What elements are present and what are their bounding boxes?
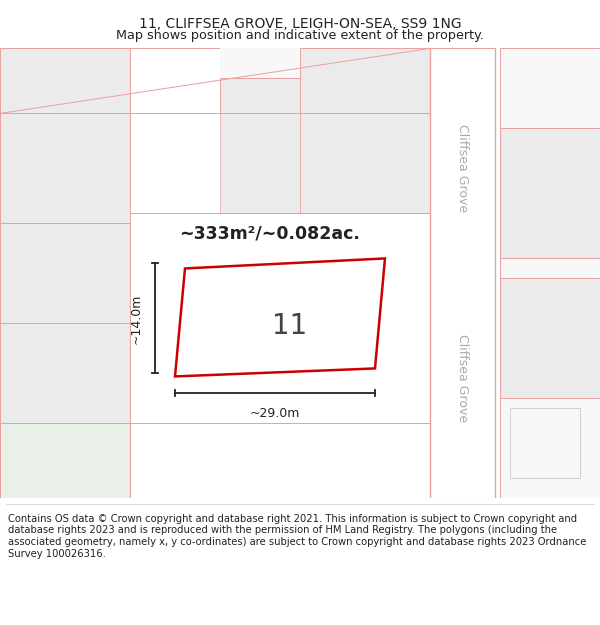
- Bar: [0, 423, 130, 498]
- Bar: [510, 409, 580, 478]
- Bar: [0, 114, 130, 223]
- Bar: [130, 114, 430, 423]
- Bar: [220, 48, 300, 114]
- Bar: [220, 114, 300, 213]
- Bar: [300, 48, 430, 199]
- Bar: [430, 48, 495, 498]
- Bar: [0, 323, 130, 423]
- Text: ~333m²/~0.082ac.: ~333m²/~0.082ac.: [179, 224, 361, 243]
- Bar: [130, 48, 220, 114]
- Bar: [500, 48, 600, 129]
- Bar: [220, 78, 300, 179]
- Text: Map shows position and indicative extent of the property.: Map shows position and indicative extent…: [116, 29, 484, 42]
- Bar: [300, 114, 430, 213]
- Text: 11: 11: [272, 312, 308, 340]
- Bar: [0, 423, 130, 498]
- Bar: [0, 223, 130, 324]
- Bar: [500, 129, 600, 259]
- Bar: [500, 259, 600, 279]
- Text: Cliffsea Grove: Cliffsea Grove: [456, 124, 469, 212]
- Text: 11, CLIFFSEA GROVE, LEIGH-ON-SEA, SS9 1NG: 11, CLIFFSEA GROVE, LEIGH-ON-SEA, SS9 1N…: [139, 18, 461, 31]
- Text: ~29.0m: ~29.0m: [250, 408, 300, 421]
- Polygon shape: [175, 259, 385, 376]
- Bar: [500, 399, 600, 498]
- Bar: [500, 279, 600, 399]
- Bar: [0, 48, 130, 114]
- Text: Cliffsea Grove: Cliffsea Grove: [456, 334, 469, 422]
- Text: Contains OS data © Crown copyright and database right 2021. This information is : Contains OS data © Crown copyright and d…: [8, 514, 586, 559]
- Text: ~14.0m: ~14.0m: [130, 293, 143, 344]
- Bar: [130, 48, 220, 114]
